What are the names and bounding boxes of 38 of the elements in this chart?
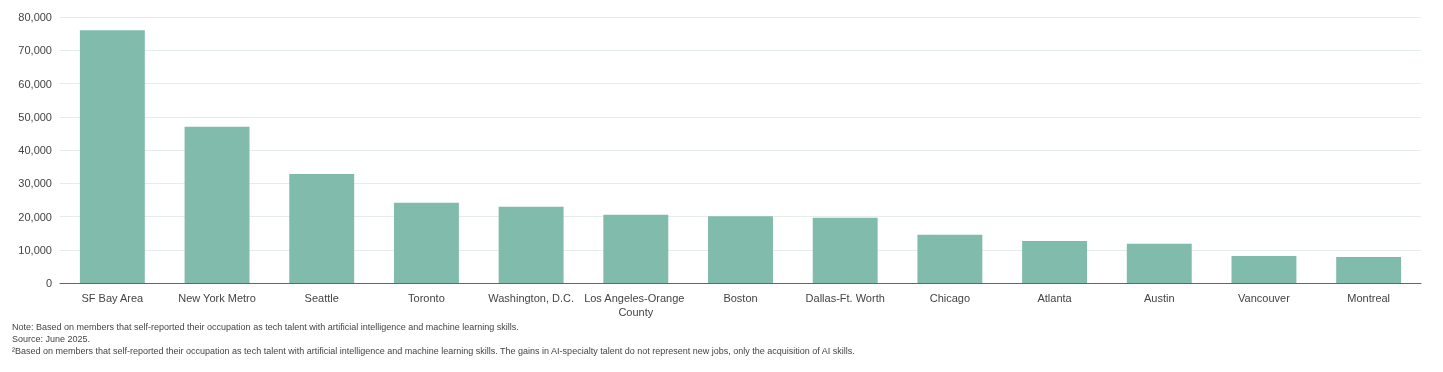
bar (1126, 243, 1192, 283)
bar (1022, 241, 1088, 283)
x-tick-label: Toronto (408, 292, 445, 304)
y-tick-label: 40,000 (18, 144, 52, 156)
bar (812, 217, 878, 283)
x-tick-label: Seattle (304, 292, 339, 304)
bar (917, 234, 983, 283)
y-tick-label: 0 (45, 277, 52, 289)
bar (79, 30, 145, 283)
y-tick-label: 10,000 (18, 243, 52, 256)
bar (708, 216, 773, 283)
source-note: Source: June 2025. (12, 333, 91, 344)
bar (289, 173, 355, 283)
y-tick-label: 70,000 (18, 44, 52, 57)
x-tick-label: Austin (1143, 292, 1175, 304)
x-tick-label: Boston (723, 292, 758, 304)
x-tick-label: Dallas-Ft. Worth (805, 292, 885, 304)
bar (393, 202, 459, 283)
text: Note: Based on members that self-reported their occupation as tech talent with artificial intelligence and machine learning skills. (12, 321, 519, 332)
y-tick-label: 30,000 (18, 177, 52, 190)
y-tick-label: 50,000 (18, 110, 52, 123)
bar (1231, 256, 1297, 283)
x-tick-label: Chicago (929, 292, 971, 304)
x-tick-label: Atlanta (1037, 292, 1073, 304)
x-tick-label: SF Bay Area (81, 292, 145, 304)
y-tick-label: 20,000 (18, 210, 52, 223)
bar (1336, 257, 1402, 283)
x-tick-label: Washington, D.C. (488, 292, 575, 304)
x-tick-label: New York Metro (178, 292, 256, 304)
y-tick-label: 80,000 (18, 11, 52, 23)
x-tick-label: Los Angeles-Orange County (584, 292, 688, 318)
bar (498, 206, 564, 283)
text: ²Based on members that self-reported their occupation as tech talent with artificial intelligence and machine learning skills. The gains in AI-specialty talent do not represent new jobs, only the acquisition of AI skills. (12, 345, 855, 356)
bar (184, 126, 250, 283)
y-tick-label: 60,000 (18, 77, 52, 90)
x-tick-label: Vancouver (1238, 292, 1291, 304)
x-tick-label: Montreal (1347, 292, 1391, 304)
bar (603, 214, 669, 283)
